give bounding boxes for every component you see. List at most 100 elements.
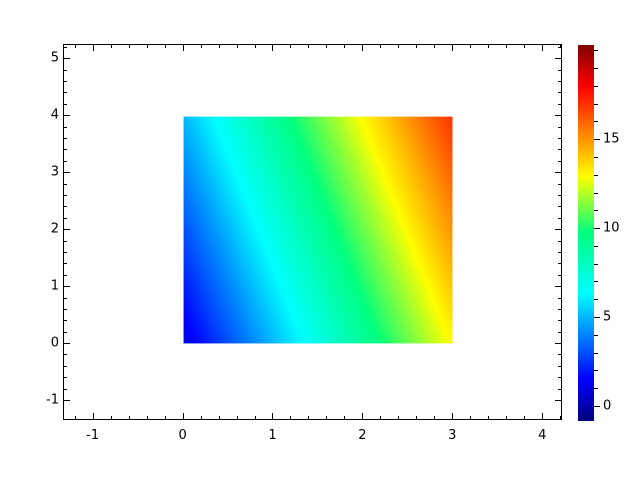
ytick-label: 0 bbox=[50, 335, 59, 351]
ytick-major-right bbox=[555, 286, 562, 288]
ytick-label: 2 bbox=[50, 221, 59, 237]
ytick-minor bbox=[63, 183, 67, 185]
ytick-major-right bbox=[555, 343, 562, 345]
colorbar-tick-major bbox=[594, 139, 600, 141]
ytick-major bbox=[63, 58, 70, 60]
xtick-minor bbox=[398, 416, 400, 420]
ytick-major bbox=[63, 343, 70, 345]
colorbar-tick-minor bbox=[594, 334, 598, 336]
xtick-minor bbox=[218, 416, 220, 420]
ytick-minor-right bbox=[558, 388, 562, 390]
xtick-minor-top bbox=[146, 44, 148, 48]
ytick-minor-right bbox=[558, 251, 562, 253]
colorbar-tick-minor bbox=[594, 263, 598, 265]
colorbar-tick-major bbox=[594, 317, 600, 318]
ytick-minor-right bbox=[558, 103, 562, 105]
ytick-minor bbox=[63, 331, 67, 333]
xtick-minor-top bbox=[524, 44, 526, 48]
colorbar-tick-minor bbox=[594, 245, 598, 247]
ytick-minor bbox=[63, 263, 67, 265]
ytick-label: 3 bbox=[50, 164, 59, 180]
xtick-minor-top bbox=[434, 44, 436, 48]
ytick-major bbox=[63, 115, 70, 117]
xtick-minor bbox=[560, 416, 562, 420]
colorbar-tick-label: 10 bbox=[603, 220, 620, 236]
ytick-minor-right bbox=[558, 194, 562, 196]
xtick-minor bbox=[290, 416, 292, 420]
xtick-major-top bbox=[542, 44, 544, 51]
colorbar-tick-major bbox=[594, 405, 600, 407]
xtick-minor-top bbox=[110, 44, 112, 48]
colorbar-tick-minor bbox=[594, 370, 598, 372]
xtick-major-top bbox=[272, 44, 274, 51]
colorbar-tick-label: 15 bbox=[603, 131, 620, 147]
ytick-minor-right bbox=[558, 308, 562, 310]
xtick-minor bbox=[470, 416, 472, 420]
colorbar-tick-label: 0 bbox=[603, 398, 612, 414]
colorbar-tick-minor bbox=[594, 103, 598, 105]
ytick-major-right bbox=[555, 115, 562, 117]
ytick-label: 4 bbox=[50, 107, 59, 123]
ytick-minor-right bbox=[558, 263, 562, 265]
xtick-major bbox=[272, 413, 274, 420]
ytick-minor bbox=[63, 274, 67, 276]
xtick-minor-top bbox=[398, 44, 400, 48]
xtick-minor bbox=[344, 416, 346, 420]
xtick-major bbox=[452, 413, 454, 420]
xtick-major-top bbox=[452, 44, 454, 51]
colorbar-tick-label: 5 bbox=[603, 309, 612, 325]
colorbar-gradient bbox=[578, 45, 594, 421]
ytick-minor-right bbox=[558, 126, 562, 128]
xtick-minor bbox=[254, 416, 256, 420]
ytick-minor-right bbox=[558, 377, 562, 379]
ytick-minor-right bbox=[558, 69, 562, 71]
colorbar-tick-minor bbox=[594, 352, 598, 354]
xtick-label: 4 bbox=[538, 428, 547, 443]
xtick-minor bbox=[488, 416, 490, 420]
colorbar-tick-major bbox=[594, 228, 600, 230]
colorbar bbox=[578, 45, 594, 421]
xtick-minor-top bbox=[200, 44, 202, 48]
ytick-minor bbox=[63, 160, 67, 162]
colorbar-tick-minor bbox=[594, 157, 598, 158]
xtick-minor-top bbox=[290, 44, 292, 48]
colorbar-tick-minor bbox=[594, 192, 598, 194]
ytick-minor-right bbox=[558, 297, 562, 299]
xtick-minor bbox=[236, 416, 238, 420]
ytick-minor bbox=[63, 103, 67, 105]
ytick-minor bbox=[63, 308, 67, 310]
ytick-minor bbox=[63, 217, 67, 219]
xtick-minor bbox=[524, 416, 526, 420]
xtick-minor-top bbox=[380, 44, 382, 48]
xtick-minor-top bbox=[470, 44, 472, 48]
ytick-minor bbox=[63, 354, 67, 356]
ytick-minor-right bbox=[558, 320, 562, 322]
xtick-label: -1 bbox=[86, 428, 100, 443]
xtick-minor bbox=[146, 416, 148, 420]
xtick-minor-top bbox=[128, 44, 130, 48]
xtick-label: 0 bbox=[178, 428, 187, 443]
ytick-minor bbox=[63, 251, 67, 253]
ytick-label: 1 bbox=[50, 278, 59, 294]
xtick-minor bbox=[128, 416, 130, 420]
ytick-label: -1 bbox=[46, 392, 59, 408]
ytick-minor-right bbox=[558, 365, 562, 367]
colorbar-tick-minor bbox=[594, 85, 598, 87]
xtick-minor-top bbox=[560, 44, 562, 48]
ytick-minor-right bbox=[558, 240, 562, 242]
xtick-minor-top bbox=[308, 44, 310, 48]
xtick-major bbox=[362, 413, 364, 420]
ytick-minor bbox=[63, 377, 67, 379]
ytick-minor-right bbox=[558, 46, 562, 48]
xtick-minor-top bbox=[326, 44, 328, 48]
ytick-minor bbox=[63, 320, 67, 322]
ytick-minor-right bbox=[558, 274, 562, 276]
xtick-minor bbox=[110, 416, 112, 420]
ytick-minor-right bbox=[558, 149, 562, 151]
ytick-minor bbox=[63, 297, 67, 299]
ytick-minor bbox=[63, 365, 67, 367]
colorbar-tick-minor bbox=[594, 50, 598, 52]
xtick-major bbox=[92, 413, 94, 420]
xtick-minor bbox=[74, 416, 76, 420]
ytick-label: 5 bbox=[50, 50, 59, 66]
